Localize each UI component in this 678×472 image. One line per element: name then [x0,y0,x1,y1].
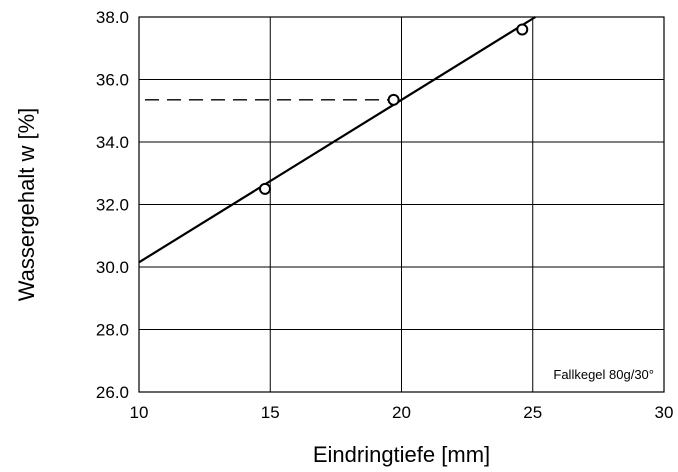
data-point [259,182,271,195]
y-tick-label: 34.0 [96,133,129,152]
x-tick-label: 25 [523,403,542,422]
data-points [259,23,529,195]
data-point [516,23,529,36]
plot-frame [138,16,665,393]
y-tick-label: 26.0 [96,383,129,402]
data-point [387,93,400,106]
y-tick-label: 28.0 [96,321,129,340]
x-tick-label: 10 [130,403,149,422]
x-tick-label: 30 [655,403,674,422]
y-tick-label: 32.0 [96,196,129,215]
y-tick-label: 38.0 [96,8,129,27]
y-axis-title: Wassergehalt w [%] [14,108,39,302]
x-tick-label: 15 [261,403,280,422]
annotation-label: Fallkegel 80g/30° [553,367,654,382]
x-tick-labels: 10 15 20 25 30 [130,403,674,422]
x-axis-title: Eindringtiefe [mm] [313,442,490,467]
x-tick-label: 20 [392,403,411,422]
regression-line [138,16,536,264]
regression-line-group [138,16,536,264]
y-tick-label: 36.0 [96,71,129,90]
y-tick-labels: 26.0 28.0 30.0 32.0 34.0 36.0 38.0 [96,8,129,402]
grid-lines [139,17,664,392]
y-tick-label: 30.0 [96,258,129,277]
